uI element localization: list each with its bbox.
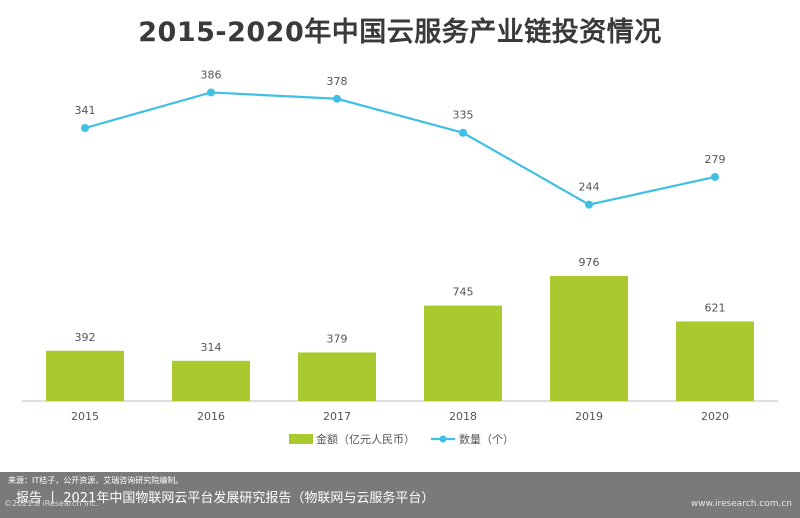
x-tick-2019: 2019 (575, 410, 603, 423)
line-label-2015: 341 (75, 104, 96, 117)
bar-label-2015: 392 (75, 331, 96, 344)
line-point-2016 (207, 88, 215, 97)
line-label-2018: 335 (453, 109, 474, 122)
website-url: www.iresearch.com.cn (690, 499, 792, 509)
legend-label-count: 数量（个） (459, 433, 514, 446)
x-tick-2020: 2020 (701, 410, 729, 423)
bar-label-2017: 379 (327, 332, 348, 345)
bar-2018 (424, 305, 502, 401)
bar-2015 (46, 350, 124, 401)
line-label-2020: 279 (705, 153, 726, 166)
line-point-2019 (585, 200, 593, 209)
line-label-2017: 378 (327, 75, 348, 88)
source-note: 来源：IT桔子，公开资源，艾瑞咨询研究院编制。 (8, 476, 184, 485)
bar-2016 (172, 360, 250, 401)
bar-label-2020: 621 (705, 301, 726, 314)
x-tick-2015: 2015 (71, 410, 99, 423)
x-tick-2018: 2018 (449, 410, 477, 423)
legend-marker-count (439, 435, 447, 443)
line-point-2018 (459, 128, 467, 137)
legend-label-amount: 金额（亿元人民币） (316, 432, 415, 446)
copyright-text: ©2021.8 iResearch Inc. (4, 499, 99, 508)
line-point-2020 (711, 172, 719, 181)
line-label-2016: 386 (201, 68, 222, 81)
investment-chart: 392 2015 314 2016 379 2017 745 2018 976 2019 621 20… (22, 68, 778, 446)
line-label-2019: 244 (579, 181, 600, 194)
bar-2019 (550, 276, 628, 401)
bar-label-2016: 314 (201, 341, 222, 354)
report-title: 报告 丨 2021年中国物联网云平台发展研究报告（物联网与云服务平台） (16, 491, 435, 506)
line-point-2017 (333, 94, 341, 103)
bar-label-2019: 976 (579, 256, 600, 269)
bar-2020 (676, 321, 754, 401)
chart-title: 2015-2020年中国云服务产业链投资情况 (138, 17, 662, 48)
bar-label-2018: 745 (453, 286, 474, 299)
count-line (84, 91, 716, 206)
legend-swatch-amount (289, 434, 313, 444)
bar-2017 (298, 352, 376, 401)
footer-bar: 来源：IT桔子，公开资源，艾瑞咨询研究院编制。 报告 丨 2021年中国物联网云… (0, 472, 800, 518)
x-tick-2016: 2016 (197, 410, 225, 423)
x-tick-2017: 2017 (323, 410, 351, 423)
line-point-2015 (81, 124, 89, 132)
